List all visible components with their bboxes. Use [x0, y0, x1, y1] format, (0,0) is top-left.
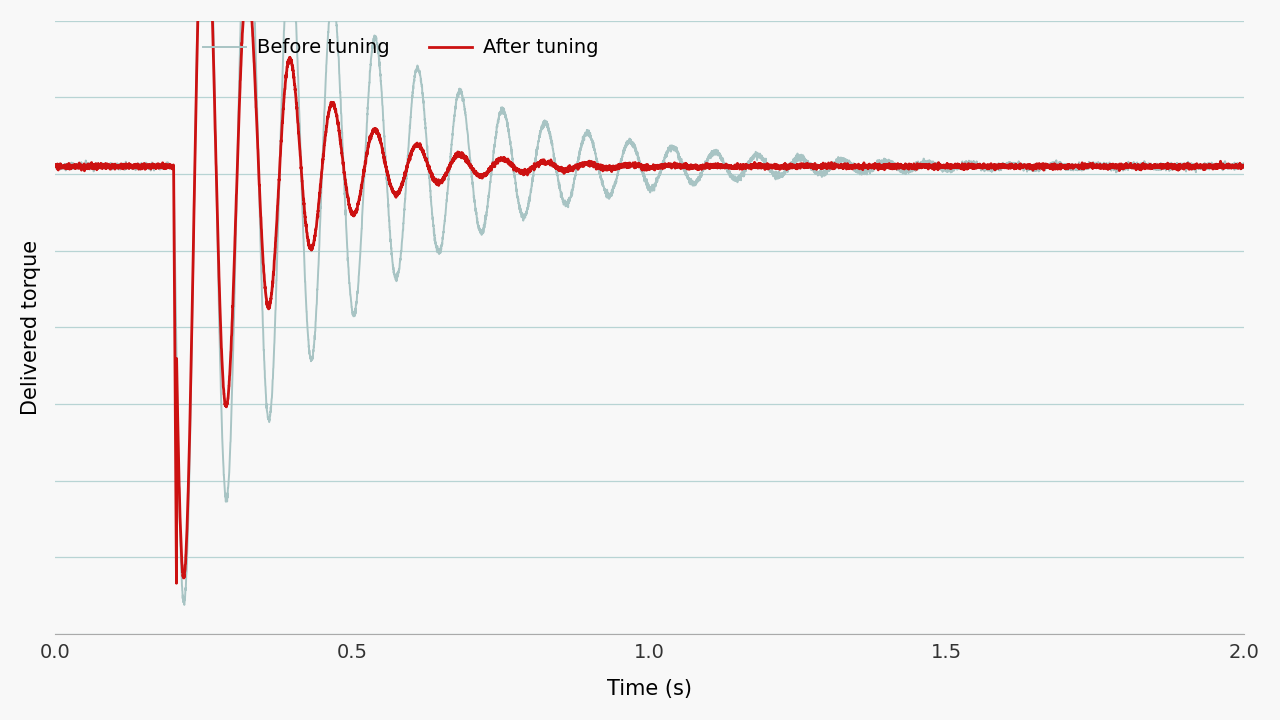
Before tuning — [177, 600, 192, 609]
After tuning — [751, 162, 767, 171]
Before tuning — [477, 215, 493, 224]
Before tuning — [106, 162, 122, 171]
After tuning — [803, 162, 818, 171]
Before tuning — [1236, 159, 1252, 168]
After tuning — [992, 163, 1007, 172]
Before tuning — [47, 161, 63, 170]
Before tuning — [992, 165, 1007, 174]
Before tuning — [929, 161, 945, 170]
After tuning — [169, 579, 184, 588]
Y-axis label: Delivered torque: Delivered torque — [20, 240, 41, 415]
Before tuning — [803, 161, 818, 169]
X-axis label: Time (s): Time (s) — [607, 679, 691, 699]
After tuning — [929, 163, 945, 171]
After tuning — [106, 161, 122, 170]
After tuning — [477, 171, 493, 179]
Line: Before tuning: Before tuning — [55, 0, 1244, 605]
Line: After tuning: After tuning — [55, 0, 1244, 583]
After tuning — [1236, 161, 1252, 170]
Before tuning — [751, 150, 767, 158]
After tuning — [47, 162, 63, 171]
Legend: Before tuning, After tuning: Before tuning, After tuning — [196, 30, 607, 65]
